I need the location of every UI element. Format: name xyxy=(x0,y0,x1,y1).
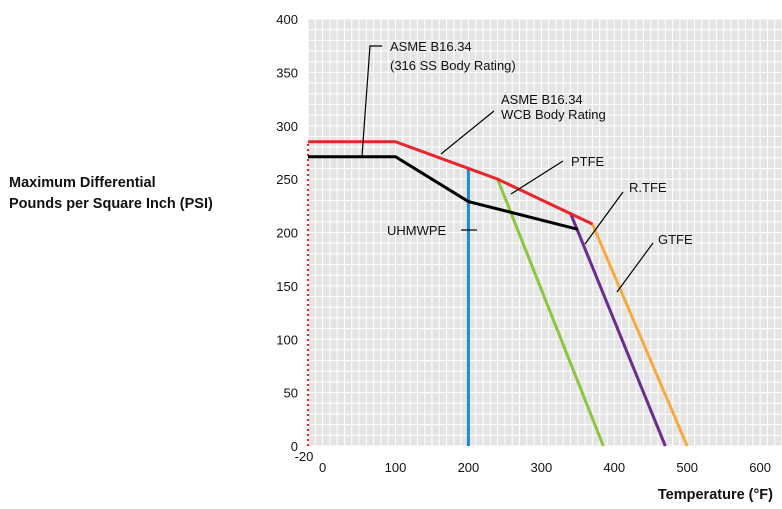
annotation-gtfe: GTFE xyxy=(658,232,693,247)
leader-ptfe xyxy=(510,160,564,195)
y-axis-label: Pounds per Square Inch (PSI) xyxy=(9,196,213,212)
x-tick-label: 400 xyxy=(603,460,625,475)
annotation-316ss: ASME B16.34 xyxy=(390,39,472,54)
leader-gtfe xyxy=(616,242,654,293)
series-line-ptfe xyxy=(496,178,605,447)
annotation-316ss: (316 SS Body Rating) xyxy=(390,58,516,73)
y-axis-label: Maximum Differential xyxy=(9,175,156,191)
y-tick-label: 150 xyxy=(276,279,298,294)
x-tick-label: 300 xyxy=(531,460,553,475)
y-tick-label: 100 xyxy=(276,332,298,347)
annotation-rtfe: R.TFE xyxy=(629,180,667,195)
x-tick-label: 600 xyxy=(749,460,771,475)
series-line-wcb xyxy=(308,140,594,226)
y-tick-label: 400 xyxy=(276,12,298,27)
y-tick-label: 250 xyxy=(276,172,298,187)
x-tick-label: 0 xyxy=(319,460,326,475)
annotation-ptfe: PTFE xyxy=(571,154,605,169)
y-tick-label: 0 xyxy=(291,439,298,454)
x-tick-label-extra: -20 xyxy=(295,449,314,464)
leader-rtfe xyxy=(584,191,624,245)
annotation-uhmwpe: UHMWPE xyxy=(387,223,447,238)
leader-316ss xyxy=(361,45,382,157)
series-line-rtfe xyxy=(569,212,667,447)
x-tick-label: 100 xyxy=(385,460,407,475)
annotation-wcb: WCB Body Rating xyxy=(501,107,606,122)
series-line-ss316 xyxy=(308,155,579,231)
x-axis-label: Temperature (°F) xyxy=(658,487,773,503)
y-tick-label: 50 xyxy=(284,386,298,401)
series-line-gtfe xyxy=(591,223,689,447)
annotation-wcb: ASME B16.34 xyxy=(501,92,583,107)
x-tick-label: 200 xyxy=(458,460,480,475)
x-tick-label: 500 xyxy=(676,460,698,475)
y-tick-label: 300 xyxy=(276,119,298,134)
y-tick-label: 200 xyxy=(276,226,298,241)
leader-wcb xyxy=(440,110,495,155)
y-tick-label: 350 xyxy=(276,65,298,80)
